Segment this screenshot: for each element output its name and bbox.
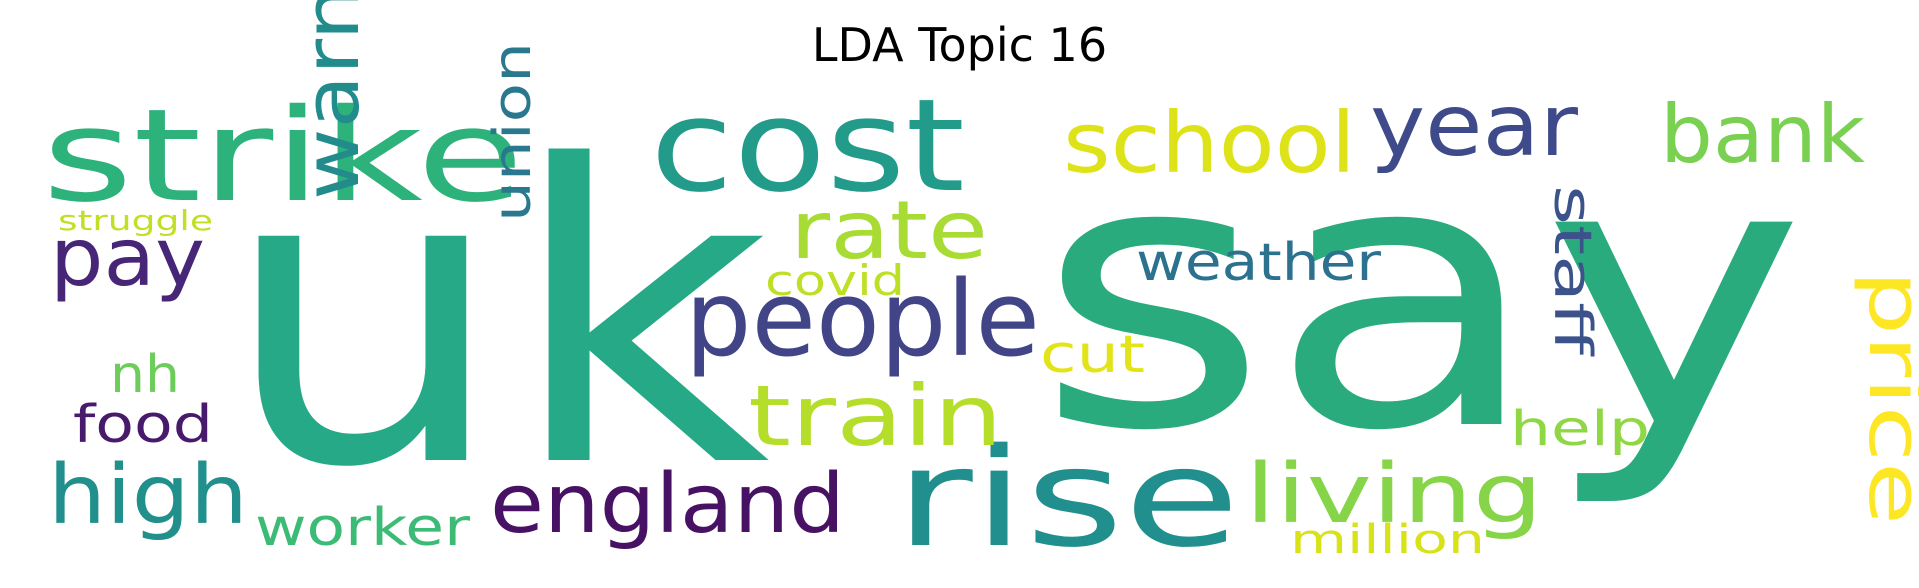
- word-strike: strike: [42, 82, 524, 231]
- word-cost: cost: [650, 72, 965, 221]
- word-bank: bank: [1660, 88, 1866, 181]
- word-weather: weather: [1136, 233, 1382, 293]
- word-people: people: [685, 258, 1040, 380]
- word-uk: uk: [220, 79, 770, 557]
- word-rate: rate: [790, 184, 988, 277]
- word-worker: worker: [255, 498, 471, 558]
- word-help: help: [1510, 401, 1650, 457]
- word-warn: warn: [287, 0, 376, 200]
- word-million: million: [1290, 517, 1485, 563]
- word-nh: nh: [110, 345, 180, 405]
- word-union: union: [483, 42, 543, 222]
- word-school: school: [1063, 94, 1356, 192]
- chart-title: LDA Topic 16: [811, 18, 1108, 72]
- word-high: high: [48, 448, 248, 543]
- word-food: food: [73, 395, 213, 455]
- word-struggle: struggle: [58, 204, 213, 237]
- word-price: price: [1852, 270, 1919, 525]
- word-say: say: [1036, 82, 1806, 512]
- word-covid: covid: [765, 256, 905, 305]
- word-living: living: [1245, 447, 1543, 542]
- word-cut: cut: [1040, 325, 1145, 385]
- word-staff: staff: [1542, 185, 1602, 357]
- word-england: england: [490, 457, 845, 552]
- word-pay: pay: [50, 211, 205, 304]
- word-year: year: [1370, 76, 1579, 176]
- word-rise: rise: [895, 420, 1240, 578]
- word-train: train: [748, 367, 1003, 465]
